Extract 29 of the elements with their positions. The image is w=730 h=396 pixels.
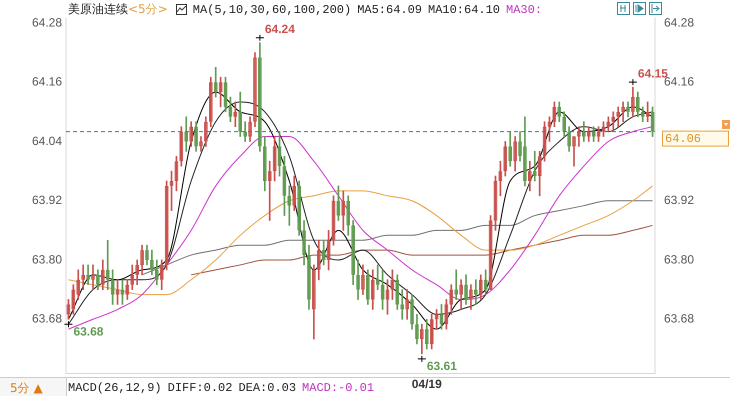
line-series	[142, 200, 654, 276]
annotation: 64.24	[264, 22, 296, 36]
x-tick-label: 04/19	[412, 377, 442, 392]
ref-line-label: 64.06	[665, 132, 702, 146]
annotation: 63.68	[73, 324, 104, 339]
annotation: 63.61	[426, 359, 458, 374]
line-series	[190, 224, 654, 276]
y2-tick-label: 63.68	[664, 312, 694, 326]
y-tick-label: 63.68	[32, 312, 62, 326]
y-tick-label: 63.80	[32, 252, 62, 266]
y2-tick-label: 63.92	[664, 193, 694, 208]
y-tick-label: 63.92	[32, 193, 62, 208]
chart-subtitle: <5分>	[128, 1, 168, 18]
y2-tick-label: 63.80	[664, 252, 694, 266]
chart-title: 美原油连续	[68, 1, 128, 18]
y-tick-label: 64.16	[32, 74, 62, 89]
text: DEA:0.03	[238, 381, 296, 395]
text: DIFF:0.02	[168, 381, 232, 395]
text: MACD:-0.01	[302, 381, 374, 395]
text: 5分 ▲	[10, 380, 43, 396]
y2-tick-label: 64.28	[664, 15, 694, 30]
y-tick-label: 64.04	[32, 134, 62, 148]
text: MA(5,10,30,60,100,200)	[192, 2, 352, 16]
text: MA10:64.10	[428, 2, 500, 16]
y-tick-label: 64.28	[32, 15, 62, 30]
line-series	[68, 185, 654, 296]
text: MA5:64.09	[357, 2, 422, 16]
text: MA30:	[506, 2, 542, 16]
text: MACD(26,12,9)	[68, 381, 162, 395]
